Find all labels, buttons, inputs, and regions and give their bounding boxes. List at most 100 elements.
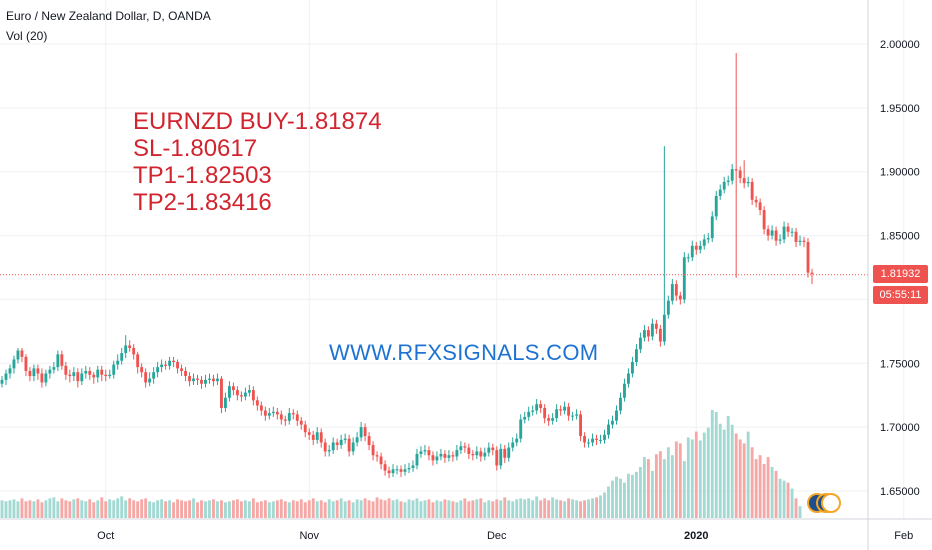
volume-bar [591, 498, 594, 518]
candle-body [463, 446, 467, 448]
volume-bar [511, 501, 515, 518]
signal-entry: EURNZD BUY-1.81874 [133, 108, 382, 135]
event-icon[interactable] [821, 493, 841, 513]
volume-bar [427, 499, 431, 518]
candle-body [790, 231, 794, 233]
volume-bar [531, 500, 535, 518]
volume-bar [750, 447, 754, 518]
volume-bar [702, 432, 706, 518]
candle-body [188, 376, 191, 382]
candle-body [495, 450, 499, 466]
candle-body [220, 378, 223, 408]
candle-body [12, 359, 16, 369]
volume-bar [140, 499, 144, 518]
chart-grid [0, 0, 905, 519]
candle-body [28, 370, 32, 377]
volume-bar [156, 500, 160, 518]
candle-body [347, 438, 351, 452]
candle-body [670, 284, 674, 301]
candle-body [200, 379, 203, 384]
candle-body [734, 169, 738, 171]
volume-bar [319, 500, 323, 518]
candle-body [120, 353, 124, 361]
candle-body [794, 231, 798, 242]
candle-body [335, 442, 339, 446]
volume-bar [475, 499, 479, 518]
volume-bar [786, 482, 790, 518]
candle-body [84, 370, 88, 374]
volume-bar [762, 464, 766, 518]
candle-body [563, 406, 567, 411]
candle-body [176, 362, 180, 369]
volume-bar [658, 451, 662, 518]
volume-bar [160, 499, 164, 518]
candle-body [64, 365, 68, 375]
candle-body [726, 180, 730, 182]
candle-body [499, 448, 503, 466]
volume-bar [551, 497, 555, 518]
candle-body [231, 386, 235, 391]
candle-body [654, 323, 658, 329]
candle-body [259, 405, 263, 411]
candle-body [116, 360, 120, 365]
candle-body [539, 404, 543, 408]
candle-body [399, 469, 403, 472]
volume-bar [128, 498, 132, 518]
volume-bar [439, 501, 443, 518]
volume-bar [415, 498, 419, 518]
volume-indicator-label[interactable]: Vol (20) [6, 29, 48, 43]
candle-body [786, 226, 790, 232]
candle-body [479, 451, 483, 457]
volume-bar [678, 443, 682, 518]
volume-bar [543, 498, 547, 518]
candlestick-series [0, 52, 814, 479]
volume-bar [152, 502, 156, 518]
event-flag-icons[interactable] [807, 493, 841, 513]
candle-body [235, 390, 239, 396]
volume-bar [315, 501, 319, 518]
candle-body [239, 395, 243, 397]
candle-body [567, 406, 571, 416]
volume-bar [714, 411, 718, 518]
candle-body [0, 379, 4, 384]
candle-body [682, 257, 686, 300]
volume-bar [599, 495, 602, 518]
volume-bar [431, 502, 435, 518]
candle-body [754, 199, 758, 203]
candle-body [124, 345, 128, 354]
volume-bar [634, 471, 638, 518]
volume-bar [303, 502, 307, 518]
candle-body [331, 442, 335, 451]
volume-bar [188, 500, 191, 518]
candle-body [132, 347, 136, 355]
volume-bar [239, 501, 243, 518]
volume-bar [263, 500, 267, 518]
volume-bar [507, 500, 511, 518]
candle-body [315, 432, 319, 440]
candle-body [527, 411, 531, 417]
volume-bar [351, 502, 355, 518]
volume-bar [730, 424, 734, 518]
candle-body [634, 349, 638, 363]
candle-body [228, 386, 231, 398]
volume-bar [710, 410, 714, 518]
candle-body [730, 169, 734, 181]
volume-bar [212, 499, 215, 518]
volume-bar [180, 500, 183, 518]
candle-body [762, 210, 766, 230]
volume-bar [120, 496, 124, 518]
volume-bar [583, 500, 586, 518]
volume-bar [64, 500, 68, 518]
volume-bar [52, 497, 56, 518]
volume-bar [228, 501, 231, 518]
candle-body [32, 368, 36, 377]
candle-body [686, 257, 690, 259]
volume-bar [379, 499, 383, 518]
volume-bar [563, 501, 567, 518]
candle-body [156, 367, 160, 373]
candle-body [706, 238, 710, 240]
candle-body [483, 452, 487, 457]
volume-bar [559, 500, 563, 518]
candle-body [467, 447, 471, 454]
